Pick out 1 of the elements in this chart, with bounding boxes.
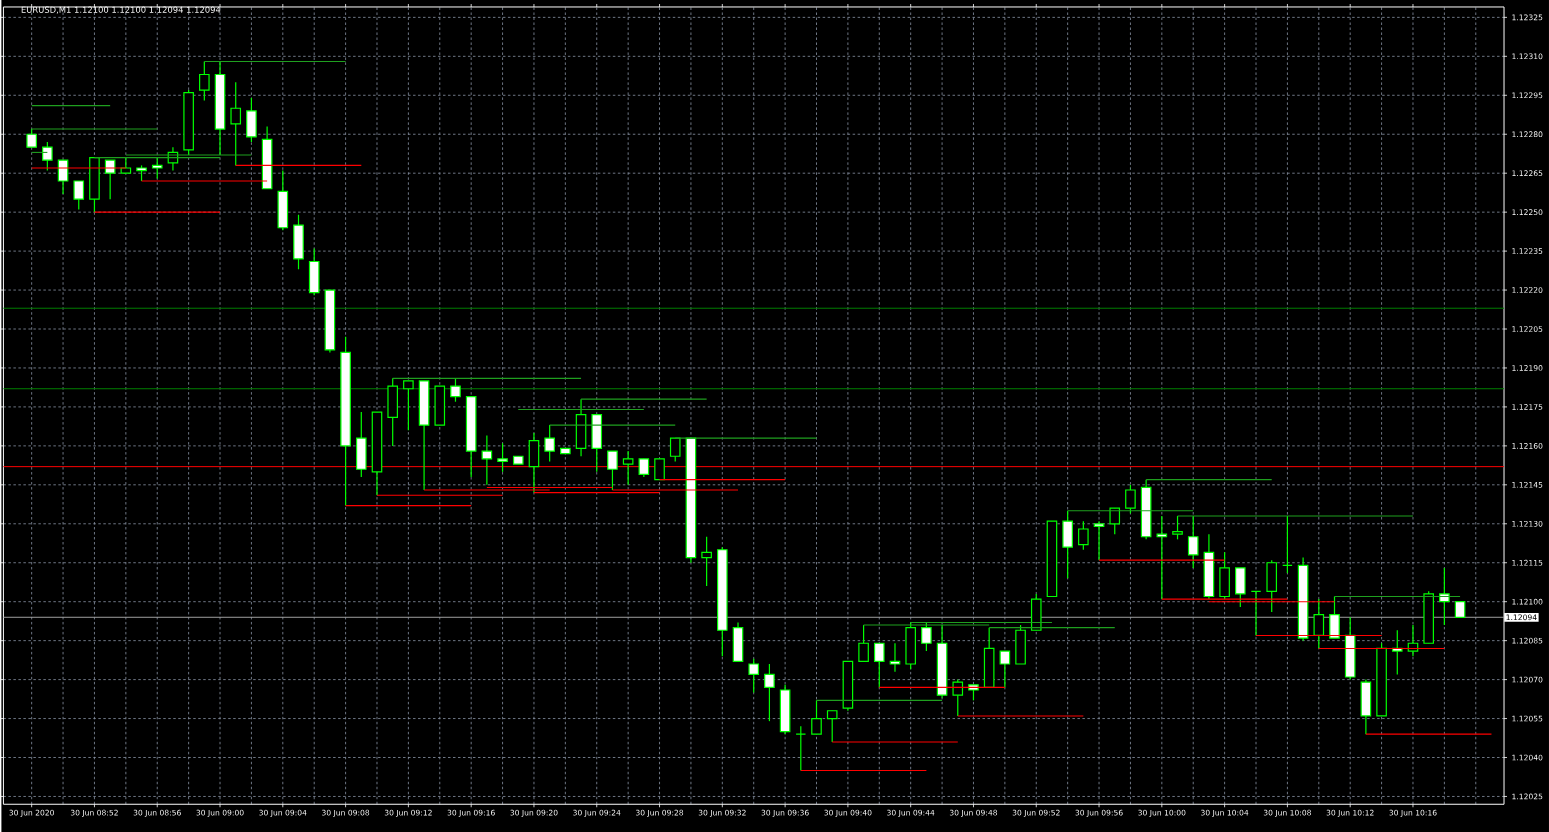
chart-title: EURUSD,M1 1.12100 1.12100 1.12094 1.12094 bbox=[21, 6, 221, 14]
